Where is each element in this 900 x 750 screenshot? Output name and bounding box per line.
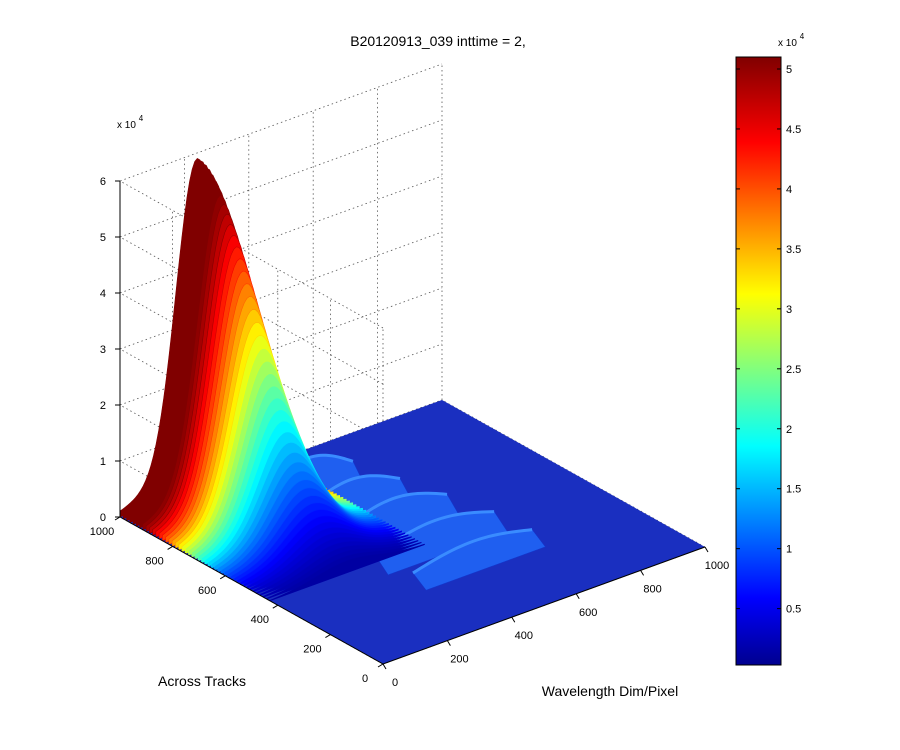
z-tick-label: 1 [100, 456, 106, 468]
colorbar-tick-label: 1 [786, 544, 792, 556]
x-tick-label: 1000 [705, 560, 729, 572]
colorbar-ticks: 0.5 1 1.5 2 2.5 3 3.5 4 4.5 5 [736, 64, 801, 616]
x-tick-label: 600 [579, 607, 597, 619]
colorbar: 0.5 1 1.5 2 2.5 3 3.5 4 4.5 5 x 10 4 [735, 32, 805, 666]
colorbar-tick-label: 5 [786, 64, 792, 76]
colorbar-tick-label: 0.5 [786, 604, 801, 616]
x-tick-label: 800 [643, 583, 661, 595]
x-tick-label: 400 [515, 630, 533, 642]
z-tick-label: 6 [100, 176, 106, 188]
z-tick-label: 2 [100, 400, 106, 412]
y-tick-label: 0 [362, 673, 368, 685]
colorbar-tick-label: 4 [786, 184, 792, 196]
x-tick-mark [511, 616, 516, 623]
x-tick-mark [575, 593, 580, 600]
x-tick-mark [446, 640, 451, 646]
z-tick-label: 3 [100, 344, 106, 356]
y-tick-mark [325, 634, 331, 639]
z-tick-label: 0 [100, 512, 106, 524]
surface-slice [269, 543, 425, 602]
x-tick-label: 200 [450, 654, 468, 666]
y-tick-label: 1000 [90, 526, 114, 538]
surface-ridge-crest [412, 528, 533, 575]
y-axis-label: Across Tracks [158, 673, 246, 689]
x-tick-label: 0 [392, 677, 398, 689]
colorbar-tick-label: 3 [786, 304, 792, 316]
y-tick-mark [377, 663, 384, 668]
x-axis-line [382, 546, 706, 665]
y-tick-label: 400 [251, 614, 269, 626]
y-tick-mark [272, 604, 279, 609]
y-tick-label: 800 [145, 555, 163, 567]
grid-line [119, 175, 443, 441]
z-tick-label: 5 [100, 232, 106, 244]
chart-title: B20120913_039 inttime = 2, [350, 33, 526, 49]
x-tick-mark [704, 546, 709, 553]
colorbar-multiplier-label: x 10 4 [778, 32, 805, 49]
y-tick-label: 600 [198, 585, 216, 597]
colorbar-tick-label: 1.5 [786, 484, 801, 496]
colorbar-gradient [735, 56, 782, 666]
axis-tick-labels: 0 200 400 600 800 1000 0 200 400 600 800 1000 0 1 2 3 4 5… [90, 176, 729, 689]
colorbar-tick-label: 4.5 [786, 124, 801, 136]
grid-line [119, 63, 443, 329]
y-axis-line [119, 516, 384, 665]
x-tick-mark [640, 570, 645, 576]
grid-line [119, 119, 443, 385]
colorbar-tick-label: 2 [786, 424, 792, 436]
y-tick-label: 200 [303, 644, 321, 656]
y-tick-mark [167, 545, 173, 550]
colorbar-tick-label: 2.5 [786, 364, 801, 376]
surface-peaks [119, 157, 425, 602]
grid-line [441, 399, 706, 548]
z-multiplier-label: x 10 4 [117, 114, 144, 131]
y-tick-mark [219, 575, 226, 580]
colorbar-tick-label: 3.5 [786, 244, 801, 256]
z-tick-label: 4 [100, 288, 106, 300]
x-axis-label: Wavelength Dim/Pixel [542, 683, 678, 699]
x-tick-mark [382, 663, 387, 670]
